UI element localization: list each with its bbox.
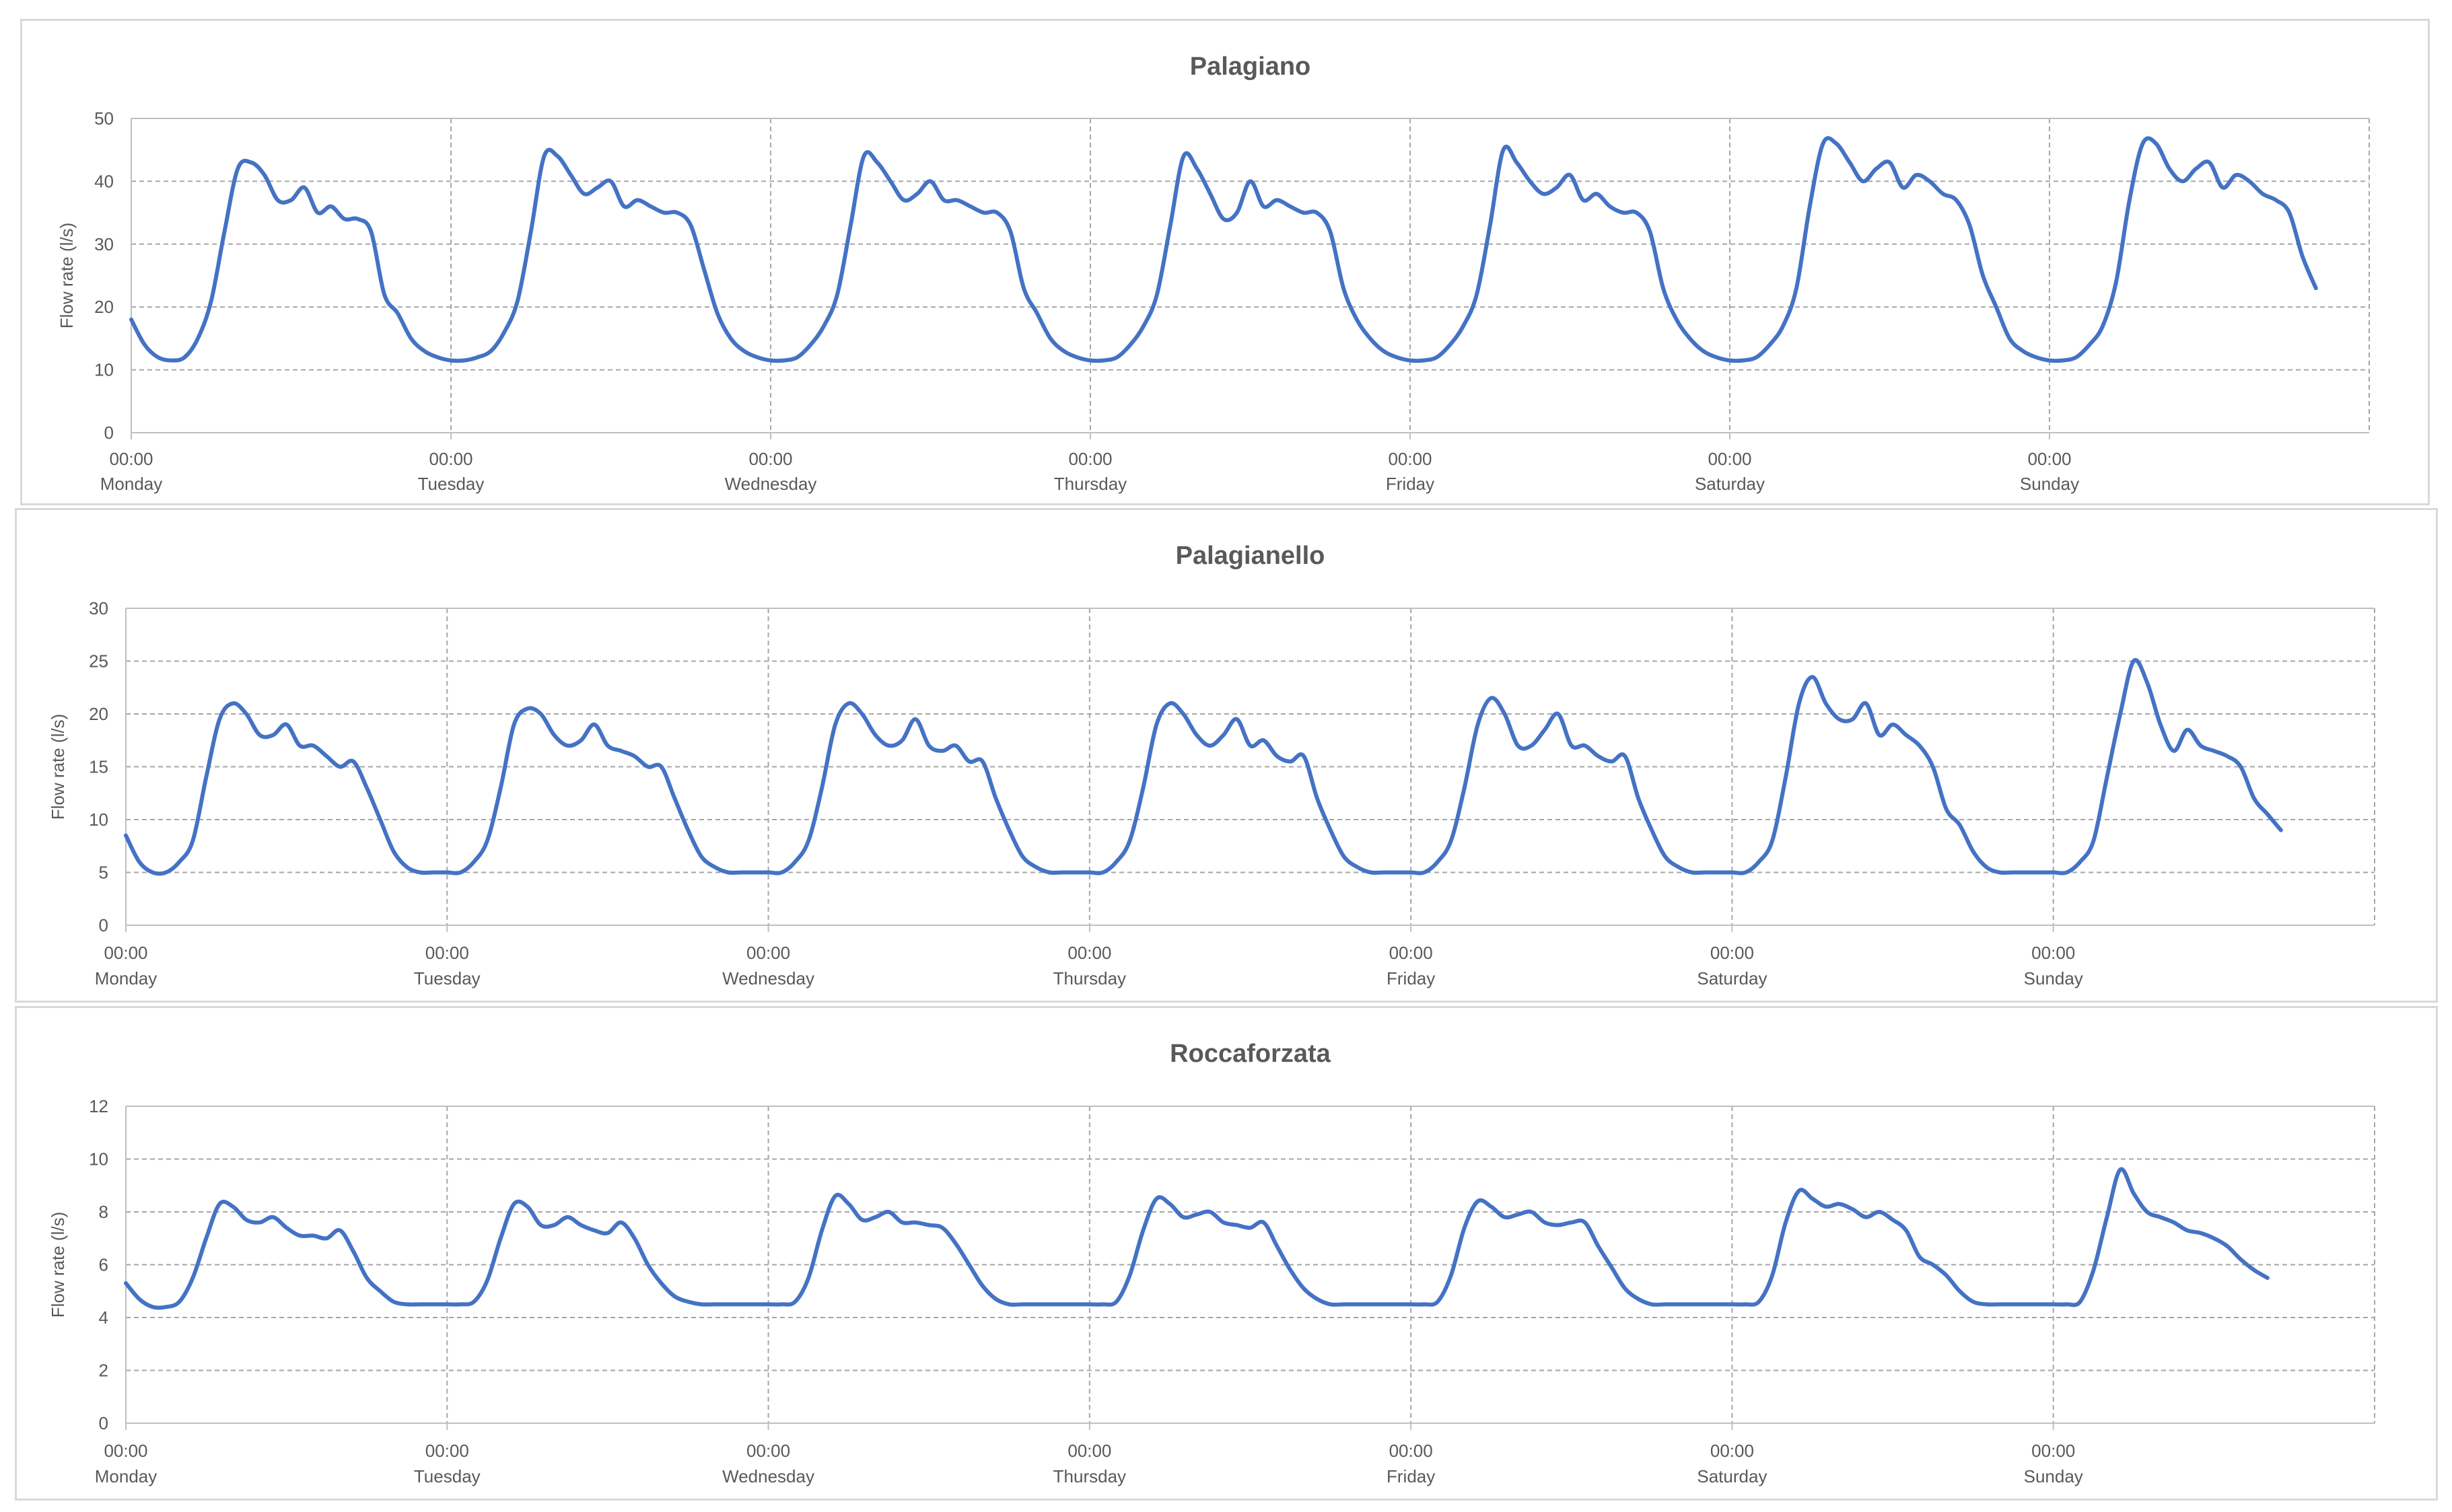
x-tick-day: Sunday: [2024, 1466, 2083, 1486]
x-tick-day: Tuesday: [414, 1466, 481, 1486]
y-tick-label: 10: [89, 1149, 108, 1169]
chart-panel-roccaforzata: Roccaforzata 0 2 4 6 8 10 12 00:00 Monday 00:00 Tue…: [15, 1006, 2438, 1501]
x-tick-time: 00:00: [1068, 449, 1112, 469]
y-tick-label: 15: [89, 757, 108, 777]
x-tick-day: Sunday: [2024, 968, 2083, 988]
x-tick-day: Thursday: [1053, 1466, 1126, 1486]
chart-title: Roccaforzata: [1170, 1040, 1331, 1068]
chart-title: Palagiano: [1190, 52, 1311, 81]
y-tick-label: 2: [99, 1361, 108, 1381]
x-tick-day: Thursday: [1053, 968, 1126, 988]
x-tick-time: 00:00: [1710, 1441, 1754, 1461]
x-tick-day: Wednesday: [722, 968, 814, 988]
x-tick-time: 00:00: [1067, 1441, 1111, 1461]
x-tick-time: 00:00: [748, 449, 792, 469]
y-tick-label: 0: [104, 423, 114, 443]
chart-palagianello: Palagianello 0 5 10 15 20 25 30 00:00 Monday 00:00…: [48, 542, 2375, 988]
chart-roccaforzata: Roccaforzata 0 2 4 6 8 10 12 00:00 Monday 00:00 Tue…: [48, 1040, 2375, 1486]
x-tick-time: 00:00: [1710, 943, 1754, 963]
chart-panel-palagianello: Palagianello 0 5 10 15 20 25 30 00:00 Monday 00:00…: [15, 508, 2438, 1003]
x-tick-day: Friday: [1387, 968, 1435, 988]
x-tick-day: Monday: [95, 1466, 157, 1486]
chart-title: Palagianello: [1176, 542, 1325, 570]
y-tick-label: 20: [94, 297, 114, 317]
y-tick-label: 20: [89, 704, 108, 724]
y-tick-label: 30: [94, 234, 114, 254]
y-tick-label: 40: [94, 171, 114, 191]
y-tick-label: 50: [94, 108, 114, 129]
x-tick-day: Friday: [1387, 1466, 1435, 1486]
x-tick-time: 00:00: [746, 1441, 790, 1461]
x-tick-time: 00:00: [104, 1441, 147, 1461]
series-line-flow-rate: [124, 1167, 2270, 1310]
x-tick-day: Wednesday: [722, 1466, 814, 1486]
x-tick-day: Thursday: [1054, 474, 1127, 494]
y-tick-label: 4: [99, 1307, 108, 1328]
x-tick-day: Saturday: [1695, 474, 1765, 494]
y-tick-label: 8: [99, 1202, 108, 1222]
x-tick-day: Tuesday: [414, 968, 481, 988]
x-tick-day: Saturday: [1697, 1466, 1767, 1486]
y-tick-label: 12: [89, 1096, 108, 1116]
chart-palagiano: Palagiano 0 10 20 30 40 50 00:00 Monday 00:00 Tues…: [57, 52, 2370, 494]
x-tick-time: 00:00: [425, 1441, 469, 1461]
x-tick-time: 00:00: [2027, 449, 2071, 469]
x-tick-time: 00:00: [104, 943, 147, 963]
y-tick-label: 0: [99, 915, 108, 935]
series-line-flow-rate: [129, 136, 2318, 363]
y-tick-label: 10: [89, 809, 108, 830]
x-tick-day: Tuesday: [418, 474, 485, 494]
y-tick-label: 25: [89, 651, 108, 672]
x-tick-time: 00:00: [429, 449, 472, 469]
chart-panel-palagiano: Palagiano 0 10 20 30 40 50 00:00 Monday 00:00 Tues…: [20, 19, 2430, 505]
x-tick-day: Monday: [95, 968, 157, 988]
y-tick-label: 5: [99, 863, 108, 883]
y-tick-label: 0: [99, 1413, 108, 1433]
x-tick-day: Saturday: [1697, 968, 1767, 988]
y-axis-label: Flow rate (l/s): [48, 714, 68, 820]
x-tick-day: Sunday: [2020, 474, 2079, 494]
y-tick-label: 10: [94, 360, 114, 380]
y-tick-label: 30: [89, 598, 108, 618]
x-tick-time: 00:00: [1067, 943, 1111, 963]
x-tick-day: Friday: [1386, 474, 1434, 494]
y-tick-label: 6: [99, 1255, 108, 1275]
x-tick-time: 00:00: [1389, 1441, 1433, 1461]
x-tick-time: 00:00: [1389, 943, 1433, 963]
x-tick-time: 00:00: [1708, 449, 1751, 469]
x-tick-time: 00:00: [1388, 449, 1432, 469]
x-tick-time: 00:00: [2031, 1441, 2075, 1461]
x-tick-time: 00:00: [425, 943, 469, 963]
y-axis-label: Flow rate (l/s): [57, 223, 77, 328]
x-tick-time: 00:00: [2031, 943, 2075, 963]
y-axis-label: Flow rate (l/s): [48, 1212, 68, 1318]
x-tick-day: Wednesday: [725, 474, 817, 494]
x-tick-time: 00:00: [109, 449, 153, 469]
x-tick-day: Monday: [100, 474, 163, 494]
x-tick-time: 00:00: [746, 943, 790, 963]
series-line-flow-rate: [124, 657, 2283, 876]
